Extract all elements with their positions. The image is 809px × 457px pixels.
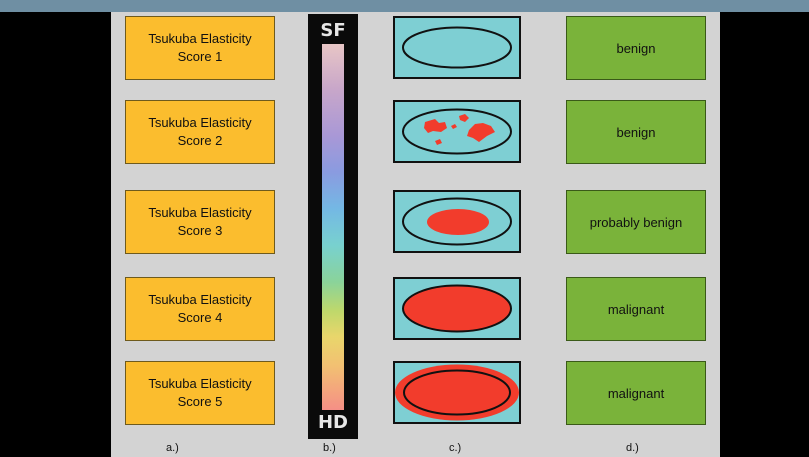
- score-title: Tsukuba Elasticity: [148, 31, 252, 46]
- score-box-1: Tsukuba Elasticity Score 1: [125, 16, 275, 80]
- score-title: Tsukuba Elasticity: [148, 376, 252, 391]
- result-label: probably benign: [589, 214, 683, 230]
- column-label-a: a.): [166, 442, 179, 454]
- stiff-patch: [451, 124, 457, 129]
- stiff-patch: [435, 139, 442, 145]
- score-title: Tsukuba Elasticity: [148, 115, 252, 130]
- soft-label: SF: [320, 20, 346, 41]
- diagram-score-1: [393, 16, 521, 79]
- column-label-c: c.): [449, 442, 462, 454]
- score-title: Tsukuba Elasticity: [148, 205, 252, 220]
- stiff-center: [427, 209, 489, 235]
- score-number: Score 3: [177, 223, 223, 238]
- hard-label: HD: [317, 412, 348, 433]
- stiff-patch: [424, 119, 447, 133]
- diagram-score-5: [393, 361, 521, 424]
- stiff-lesion: [403, 369, 511, 416]
- diagram-score-2: [393, 100, 521, 163]
- stiff-patch: [459, 114, 469, 122]
- color-gradient: [322, 44, 344, 410]
- stiff-patch: [467, 123, 495, 142]
- result-box-5: malignant: [566, 361, 706, 425]
- score-box-2: Tsukuba Elasticity Score 2: [125, 100, 275, 164]
- result-label: benign: [616, 124, 656, 140]
- diagram-score-3: [393, 190, 521, 253]
- lesion-outline: [402, 26, 512, 69]
- score-number: Score 1: [177, 49, 223, 64]
- column-label-b: b.): [323, 442, 336, 454]
- result-box-2: benign: [566, 100, 706, 164]
- result-box-4: malignant: [566, 277, 706, 341]
- score-box-4: Tsukuba Elasticity Score 4: [125, 277, 275, 341]
- result-label: malignant: [607, 301, 665, 317]
- result-label: malignant: [607, 385, 665, 401]
- result-label: benign: [616, 40, 656, 56]
- diagram-score-4: [393, 277, 521, 340]
- score-title: Tsukuba Elasticity: [148, 292, 252, 307]
- score-number: Score 4: [177, 310, 223, 325]
- result-box-3: probably benign: [566, 190, 706, 254]
- score-box-5: Tsukuba Elasticity Score 5: [125, 361, 275, 425]
- top-bar: [0, 0, 809, 12]
- column-label-d: d.): [626, 442, 639, 454]
- stiff-lesion: [402, 284, 512, 333]
- score-box-3: Tsukuba Elasticity Score 3: [125, 190, 275, 254]
- elasticity-color-bar: SF HD: [308, 14, 358, 439]
- lesion-outline: [402, 108, 512, 155]
- lesion-outline: [402, 197, 512, 246]
- result-box-1: benign: [566, 16, 706, 80]
- score-number: Score 5: [177, 394, 223, 409]
- score-number: Score 2: [177, 133, 223, 148]
